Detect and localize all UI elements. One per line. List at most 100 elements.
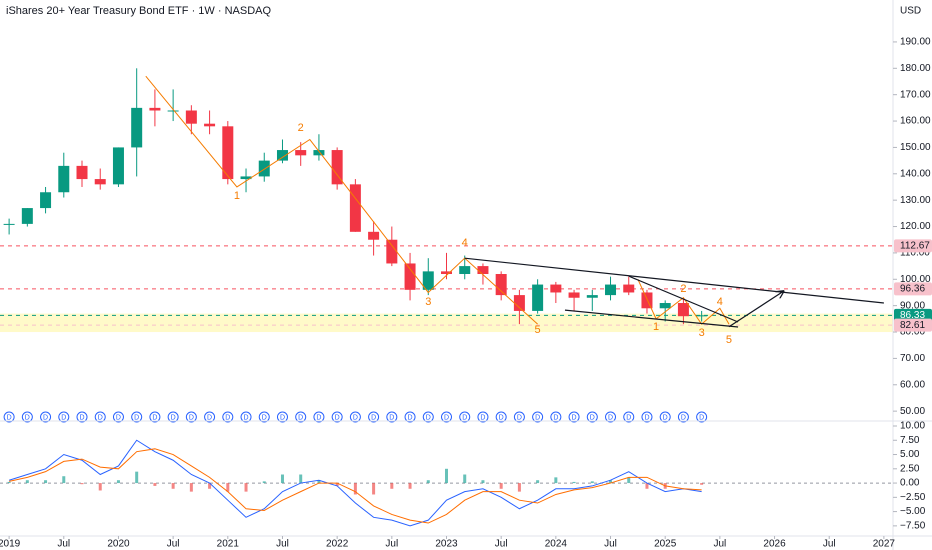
dividend-label: D: [462, 414, 467, 421]
histogram-bar: [262, 481, 266, 484]
x-tick-label: 2027: [873, 539, 896, 550]
candle-body: [404, 263, 416, 290]
histogram-bar: [590, 481, 594, 484]
dividend-marker: [276, 411, 288, 423]
histogram-bar: [536, 480, 540, 484]
y-tick-label: 10.00: [900, 421, 925, 432]
x-tick-label: Jul: [713, 539, 726, 550]
candle-body: [112, 147, 124, 185]
dividend-marker: [331, 411, 343, 423]
candle-body: [368, 231, 380, 240]
dividend-label: D: [316, 414, 321, 421]
dividend-label: D: [499, 414, 504, 421]
candle-body: [313, 150, 325, 156]
dividend-label: D: [426, 414, 431, 421]
dividend-marker: [368, 411, 380, 423]
dividend-marker: [441, 411, 452, 423]
candle-body: [586, 295, 598, 298]
y-tick-label: 180.00: [900, 63, 931, 74]
dividend-marker: [58, 411, 70, 423]
wave-label: 5: [726, 334, 732, 346]
candle-body: [240, 176, 252, 180]
x-tick-label: 2019: [0, 539, 21, 550]
candle-body: [677, 303, 689, 317]
histogram-bar: [481, 480, 485, 484]
x-tick-label: Jul: [823, 539, 836, 550]
y-tick-label: 2.50: [900, 463, 920, 474]
dividend-marker: [313, 411, 325, 423]
candle-body: [477, 266, 489, 275]
candle-body: [276, 150, 288, 161]
y-tick-label: 7.50: [900, 435, 920, 446]
indicator-line: [9, 448, 702, 524]
histogram-bar: [280, 474, 284, 484]
histogram-bar: [445, 468, 448, 484]
dividend-marker: [21, 411, 33, 423]
y-tick-label: 70.00: [900, 353, 925, 364]
x-tick-label: Jul: [385, 539, 398, 550]
dividend-label: D: [134, 414, 139, 421]
support-zone: [0, 313, 893, 333]
dividend-marker: [623, 411, 635, 423]
dividend-marker: [112, 411, 124, 423]
histogram-bar: [572, 481, 576, 484]
currency-label: USD: [900, 6, 921, 17]
candle-body: [76, 165, 88, 180]
dividend-marker: [131, 411, 143, 423]
dividend-marker: [696, 411, 708, 423]
dividend-marker: [605, 411, 617, 423]
x-tick-label: 2025: [654, 539, 677, 550]
histogram-bar: [627, 477, 631, 484]
histogram-bar: [25, 480, 29, 484]
dividend-label: D: [298, 414, 303, 421]
histogram-bar: [335, 483, 339, 486]
histogram-bar: [226, 483, 230, 492]
dividend-marker: [185, 411, 197, 423]
histogram-bar: [116, 480, 120, 484]
candle-body: [422, 271, 434, 290]
price-tag-label: 86.33: [900, 310, 925, 321]
dividend-label: D: [207, 414, 212, 421]
dividend-marker: [641, 411, 653, 423]
candle-body: [441, 271, 452, 275]
drawing-line: [637, 279, 730, 325]
dividend-label: D: [225, 414, 230, 421]
dividend-label: D: [644, 414, 649, 421]
drawing-line: [145, 75, 538, 325]
dividend-marker: [349, 411, 361, 423]
candle-body: [386, 239, 398, 264]
y-tick-label: −7.50: [900, 521, 926, 532]
dividend-marker: [386, 411, 398, 423]
candle-body: [204, 123, 216, 127]
x-tick-label: Jul: [57, 539, 70, 550]
candle-body: [623, 284, 635, 293]
wave-label: 4: [462, 237, 468, 249]
candle-body: [532, 284, 544, 311]
histogram-bar: [353, 483, 357, 495]
histogram-bar: [189, 483, 193, 492]
dividend-marker: [167, 411, 179, 423]
candle-body: [331, 150, 343, 185]
dividend-marker: [3, 411, 15, 423]
y-tick-label: 160.00: [900, 116, 931, 127]
dividend-label: D: [389, 414, 394, 421]
dividend-label: D: [590, 414, 595, 421]
dividend-label: D: [7, 414, 12, 421]
candle-body: [550, 284, 562, 293]
y-tick-label: 190.00: [900, 37, 931, 48]
x-tick-label: Jul: [495, 539, 508, 550]
dividend-marker: [295, 411, 307, 423]
dividend-marker: [550, 411, 562, 423]
chart-title: iShares 20+ Year Treasury Bond ETF · 1W …: [6, 5, 271, 17]
histogram-bar: [426, 480, 430, 484]
y-tick-label: 120.00: [900, 221, 931, 232]
x-tick-label: Jul: [276, 539, 289, 550]
price-tag: [894, 282, 932, 296]
dividend-label: D: [626, 414, 631, 421]
histogram-bar: [7, 481, 11, 484]
y-tick-label: 110.00: [900, 248, 930, 259]
wave-label: 3: [699, 327, 705, 339]
candle-body: [568, 292, 580, 298]
y-tick-label: 140.00: [900, 168, 931, 179]
